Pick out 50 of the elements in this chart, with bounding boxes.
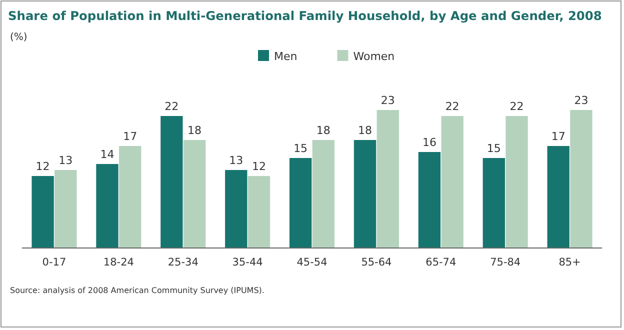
bar [160, 116, 183, 248]
data-label: 17 [123, 130, 138, 143]
x-tick-label: 85+ [558, 256, 581, 268]
data-label: 22 [164, 100, 179, 113]
bar [183, 140, 206, 248]
bar [119, 146, 142, 248]
data-label: 18 [316, 124, 330, 137]
data-label: 15 [486, 142, 501, 155]
x-tick-label: 18-24 [103, 256, 134, 268]
bar [376, 110, 399, 248]
x-tick-label: 75-84 [490, 256, 521, 268]
data-label: 22 [445, 100, 460, 113]
data-label: 22 [510, 100, 524, 113]
x-tick-label: 0-17 [42, 256, 66, 268]
bar [32, 176, 54, 248]
bar [289, 158, 312, 248]
data-label: 18 [358, 124, 372, 137]
bar [96, 164, 118, 248]
chart-title: Share of Population in Multi-Generational Family Household, by Age and Gender, 2008 [8, 9, 602, 23]
data-label: 15 [294, 142, 308, 155]
data-label: 23 [380, 94, 395, 107]
data-label: 16 [422, 136, 436, 149]
data-label: 13 [58, 154, 73, 167]
x-tick-label: 65-74 [426, 256, 456, 268]
bar [248, 176, 270, 248]
data-label: 12 [252, 160, 266, 173]
data-label: 13 [229, 154, 244, 167]
text: (%) [10, 32, 28, 43]
bar [225, 170, 248, 248]
bar [482, 158, 505, 248]
bar [418, 152, 441, 248]
x-tick-label: 25-34 [168, 256, 199, 268]
bar [547, 146, 570, 248]
data-label: 14 [100, 148, 114, 161]
bar [312, 140, 335, 248]
legend-label: Women [353, 50, 395, 63]
bar [54, 170, 77, 248]
data-label: 23 [574, 94, 588, 107]
x-tick-label: 45-54 [296, 256, 328, 268]
bar [506, 116, 528, 248]
legend-label: Men [274, 50, 298, 63]
data-label: 17 [551, 130, 566, 143]
bar [570, 110, 592, 248]
bar [354, 140, 376, 248]
x-tick-label: 55-64 [361, 256, 392, 268]
x-tick-label: 35-44 [232, 256, 264, 268]
source-note: Source: analysis of 2008 American Community Survey (IPUMS). [10, 286, 264, 295]
data-label: 12 [36, 160, 50, 173]
data-label: 18 [188, 124, 202, 137]
bar [441, 116, 464, 248]
